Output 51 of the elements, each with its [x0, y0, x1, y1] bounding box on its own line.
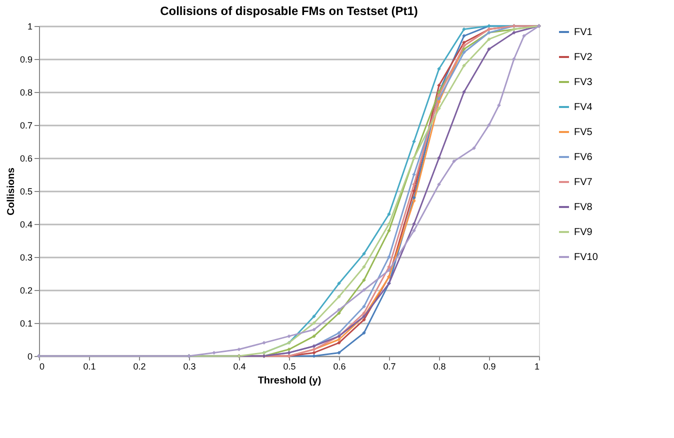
point — [287, 334, 291, 338]
point — [337, 350, 341, 355]
x-tick-label: 1 — [534, 362, 540, 372]
legend-label: FV3 — [574, 77, 593, 88]
x-tick-label: 0 — [40, 362, 45, 372]
legend-label: FV9 — [574, 227, 593, 238]
x-tick-label: 0.3 — [183, 362, 196, 372]
legend-label: FV7 — [574, 177, 593, 188]
y-tick-label: 0.9 — [20, 54, 32, 64]
y-tick-label: 0.2 — [20, 286, 32, 296]
point — [337, 340, 341, 345]
y-tick-label: 0.3 — [20, 252, 32, 262]
y-axis-title: Collisions — [6, 167, 17, 216]
legend-label: FV2 — [574, 52, 593, 63]
point — [362, 318, 366, 322]
x-tick-label: 0.5 — [283, 362, 296, 372]
point — [312, 350, 316, 355]
y-tick-label: 0.1 — [20, 318, 32, 328]
x-tick-label: 0.4 — [233, 362, 246, 372]
legend-label: FV6 — [574, 152, 593, 163]
y-tick-label: 0.6 — [20, 154, 32, 164]
legend-label: FV5 — [574, 127, 593, 138]
point — [262, 340, 266, 345]
x-tick-label: 0.8 — [433, 362, 446, 372]
legend-label: FV8 — [574, 202, 593, 213]
chart-title: Collisions of disposable FMs on Testset (Pt1) — [160, 4, 418, 18]
x-tick-label: 0.9 — [483, 362, 496, 372]
x-axis-title: Threshold (y) — [258, 376, 322, 386]
point — [312, 334, 316, 338]
point — [362, 252, 366, 256]
y-tick-label: 0.8 — [20, 88, 32, 98]
legend-label: FV10 — [574, 252, 598, 263]
point — [497, 103, 501, 108]
point — [487, 37, 491, 42]
y-tick-label: 0.4 — [20, 220, 32, 230]
x-tick-label: 0.2 — [133, 362, 146, 372]
y-tick-label: 1 — [27, 22, 32, 32]
x-tick-label: 0.7 — [383, 362, 396, 372]
point — [437, 93, 441, 98]
x-tick-label: 0.6 — [333, 362, 346, 372]
y-tick-label: 0.7 — [20, 120, 32, 130]
y-tick-label: 0 — [27, 352, 32, 362]
point — [387, 268, 391, 272]
x-tick-label: 0.1 — [83, 362, 96, 372]
point — [212, 350, 216, 355]
point — [462, 27, 466, 32]
legend-label: FV1 — [574, 27, 593, 38]
point — [337, 308, 341, 312]
point — [452, 159, 456, 164]
legend-label: FV4 — [574, 102, 593, 113]
y-tick-label: 0.5 — [20, 186, 32, 196]
